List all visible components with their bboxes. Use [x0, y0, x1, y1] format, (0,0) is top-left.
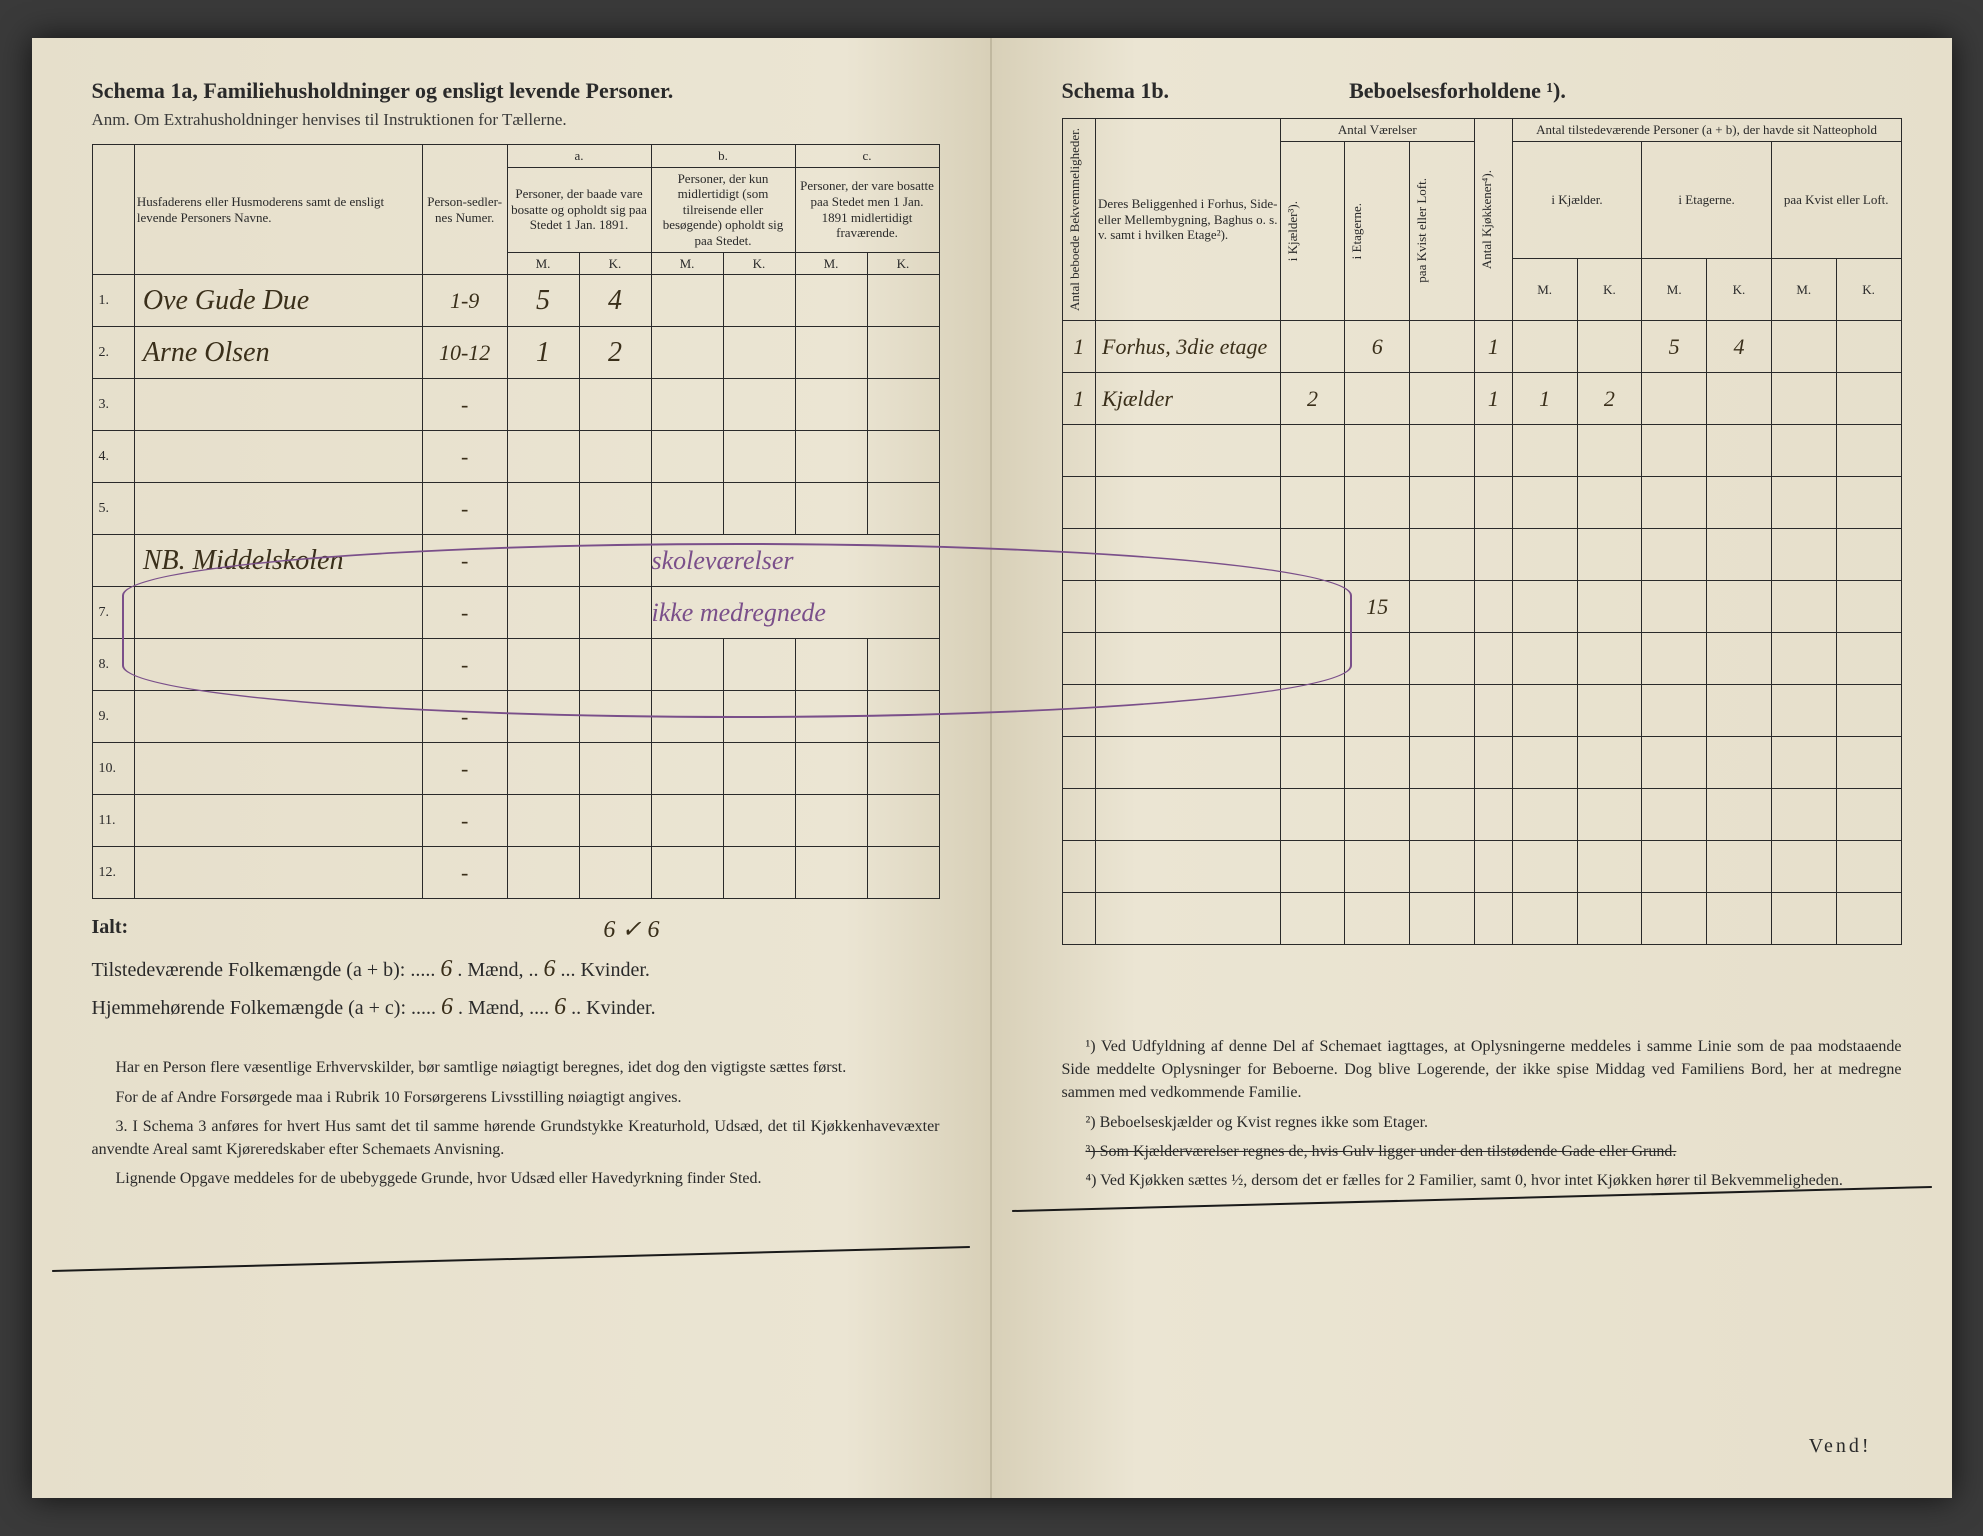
- tilst-end: ... Kvinder.: [560, 959, 649, 981]
- rfoot-p3: ³) Som Kjælderværelser regnes de, hvis G…: [1062, 1140, 1902, 1163]
- col-c-m: M.: [795, 252, 867, 275]
- right-table: Antal beboede Bekvemmeligheder. Deres Be…: [1062, 118, 1902, 945]
- table-row: 5. -: [92, 483, 939, 535]
- col-kjokken: Antal Kjøkkener⁴).: [1477, 164, 1497, 275]
- table-row: 12. -: [92, 847, 939, 899]
- foot-p3: 3. I Schema 3 anføres for hvert Hus samt…: [92, 1115, 940, 1161]
- r-kj-m: M.: [1512, 259, 1577, 321]
- table-row: 15: [1062, 581, 1901, 633]
- table-row: [1062, 633, 1901, 685]
- tilst-k: 6: [543, 956, 555, 982]
- table-row: [1062, 425, 1901, 477]
- rfoot-p2: ²) Beboelseskjælder og Kvist regnes ikke…: [1062, 1111, 1902, 1134]
- schema-1b-subtitle: Beboelsesforholdene ¹).: [1349, 78, 1566, 104]
- right-footnotes: ¹) Ved Udfyldning af denne Del af Schema…: [1062, 1035, 1902, 1192]
- table-row: 7. - ikke medregnede: [92, 587, 939, 639]
- col-etager: i Etagerne.: [1347, 197, 1367, 265]
- col-b-top: b.: [651, 145, 795, 168]
- col-b: Personer, der kun midlertidigt (som tilr…: [651, 167, 795, 252]
- left-page: Schema 1a, Familiehusholdninger og ensli…: [32, 38, 992, 1498]
- col-kjaelcol: i Kjælder.: [1512, 141, 1642, 259]
- vend-label: Vend!: [1809, 1435, 1872, 1458]
- hjem-label: Hjemmehørende Folkemængde (a + c): .....: [92, 997, 437, 1019]
- col-kjaelder: i Kjælder³).: [1283, 195, 1303, 267]
- left-footnotes: Har en Person flere væsentlige Erhvervsk…: [92, 1056, 940, 1190]
- table-row: 9. -: [92, 691, 939, 743]
- col-kvist: paa Kvist eller Loft.: [1412, 172, 1432, 289]
- table-row: 10. -: [92, 743, 939, 795]
- right-page: Schema 1b. Beboelsesforholdene ¹). Antal…: [992, 38, 1952, 1498]
- r-et-m: M.: [1642, 259, 1707, 321]
- strikethrough-line: [52, 1246, 970, 1272]
- col-tilst: Antal tilstedeværende Personer (a + b), …: [1512, 119, 1901, 142]
- col-b-k: K.: [723, 252, 795, 275]
- table-row: [1062, 789, 1901, 841]
- hjem-mid: . Mænd, ....: [458, 997, 549, 1019]
- col-a-top: a.: [507, 145, 651, 168]
- table-row: 11. -: [92, 795, 939, 847]
- hjem-k: 6: [554, 994, 566, 1020]
- table-row: [1062, 893, 1901, 945]
- table-row: [1062, 529, 1901, 581]
- schema-1a-title: Schema 1a, Familiehusholdninger og ensli…: [92, 78, 940, 104]
- hjem-end: .. Kvinder.: [571, 997, 655, 1019]
- rfoot-p1: ¹) Ved Udfyldning af denne Del af Schema…: [1062, 1035, 1902, 1105]
- census-book: Schema 1a, Familiehusholdninger og ensli…: [32, 38, 1952, 1498]
- r-lv-k: K.: [1836, 259, 1901, 321]
- table-row: 4. -: [92, 431, 939, 483]
- totals-block: Ialt: 6 ✓ 6 Tilstedeværende Folkemængde …: [92, 911, 940, 1026]
- col-belig: Deres Beliggenhed i Forhus, Side- eller …: [1096, 119, 1281, 321]
- foot-p2: For de af Andre Forsørgede maa i Rubrik …: [92, 1086, 940, 1109]
- tilst-mid: . Mænd, ..: [457, 959, 538, 981]
- table-row: 1 Forhus, 3die etage 6 1 5 4: [1062, 321, 1901, 373]
- r-et-k: K.: [1707, 259, 1772, 321]
- table-row: 1. Ove Gude Due 1-9 5 4 Kateket og Midde…: [92, 275, 939, 327]
- col-c: Personer, der vare bosatte paa Stedet me…: [795, 167, 939, 252]
- col-psn: Person-sedler-nes Numer.: [422, 145, 507, 275]
- r-lv-m: M.: [1771, 259, 1836, 321]
- left-table: Husfaderens eller Husmoderens samt de en…: [92, 144, 940, 899]
- col-a-k: K.: [579, 252, 651, 275]
- table-row: 8. -: [92, 639, 939, 691]
- table-row: [1062, 477, 1901, 529]
- r-kj-k: K.: [1577, 259, 1642, 321]
- table-row: [1062, 685, 1901, 737]
- table-row: 2. Arne Olsen 10-12 1 2 Pedel v. Middels…: [92, 327, 939, 379]
- check-marks: 6 ✓ 6: [603, 911, 659, 949]
- rfoot-p4: ⁴) Ved Kjøkken sættes ½, dersom det er f…: [1062, 1169, 1902, 1192]
- ialt-label: Ialt:: [92, 911, 129, 949]
- table-row: [1062, 841, 1901, 893]
- tilst-label: Tilstedeværende Folkemængde (a + b): ...…: [92, 959, 436, 981]
- col-c-k: K.: [867, 252, 939, 275]
- schema-1a-subtitle: Anm. Om Extrahusholdninger henvises til …: [92, 110, 940, 130]
- table-row: 1 Kjælder 2 1 1 2: [1062, 373, 1901, 425]
- tilst-m: 6: [440, 956, 452, 982]
- foot-p1: Har en Person flere væsentlige Erhvervsk…: [92, 1056, 940, 1079]
- col-b-m: M.: [651, 252, 723, 275]
- col-bekv: Antal beboede Bekvemmeligheder.: [1065, 122, 1085, 317]
- foot-p4: Lignende Opgave meddeles for de ubebygge…: [92, 1167, 940, 1190]
- col-a: Personer, der baade vare bosatte og opho…: [507, 167, 651, 252]
- table-row: NB. Middelskolen - skoleværelser: [92, 535, 939, 587]
- col-kvistcol: paa Kvist eller Loft.: [1771, 141, 1901, 259]
- hjem-m: 6: [441, 994, 453, 1020]
- table-row: 3. -: [92, 379, 939, 431]
- col-c-top: c.: [795, 145, 939, 168]
- table-row: [1062, 737, 1901, 789]
- col-etagecol: i Etagerne.: [1642, 141, 1772, 259]
- col-a-m: M.: [507, 252, 579, 275]
- schema-1b-title: Schema 1b.: [1062, 78, 1170, 104]
- col-name: Husfaderens eller Husmoderens samt de en…: [134, 145, 422, 275]
- col-vaer: Antal Værelser: [1280, 119, 1474, 142]
